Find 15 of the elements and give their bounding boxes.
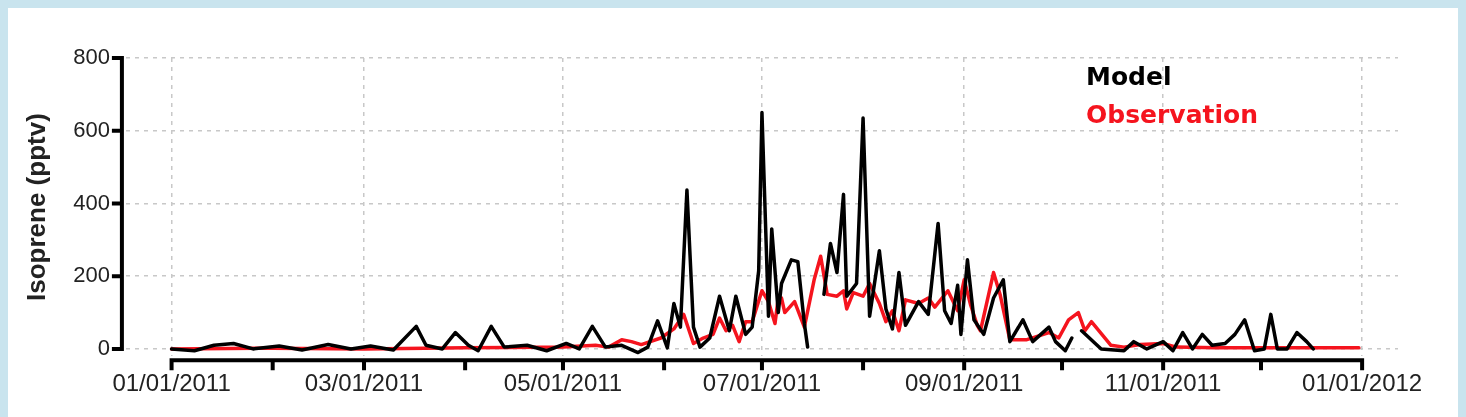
x-tick-label: 11/01/2011	[1104, 369, 1222, 397]
x-tick-label: 03/01/2011	[304, 369, 424, 397]
x-tick-label: 09/01/2011	[905, 369, 1024, 397]
x-tick-label: 01/01/2011	[112, 369, 231, 397]
x-tick-label: 05/01/2011	[503, 369, 623, 397]
y-axis-title: Isoprene (pptv)	[20, 113, 51, 301]
y-tick-label: 600	[73, 116, 110, 142]
x-tick-label: 01/01/2012	[1302, 369, 1423, 397]
y-tick-label: 800	[73, 44, 110, 70]
x-tick-label: 07/01/2011	[702, 369, 822, 397]
y-tick-label: 0	[97, 334, 110, 360]
y-tick-label: 400	[73, 189, 110, 215]
text: Observation	[1086, 100, 1259, 129]
text: Model	[1086, 62, 1172, 91]
y-tick-label: 200	[73, 262, 110, 288]
